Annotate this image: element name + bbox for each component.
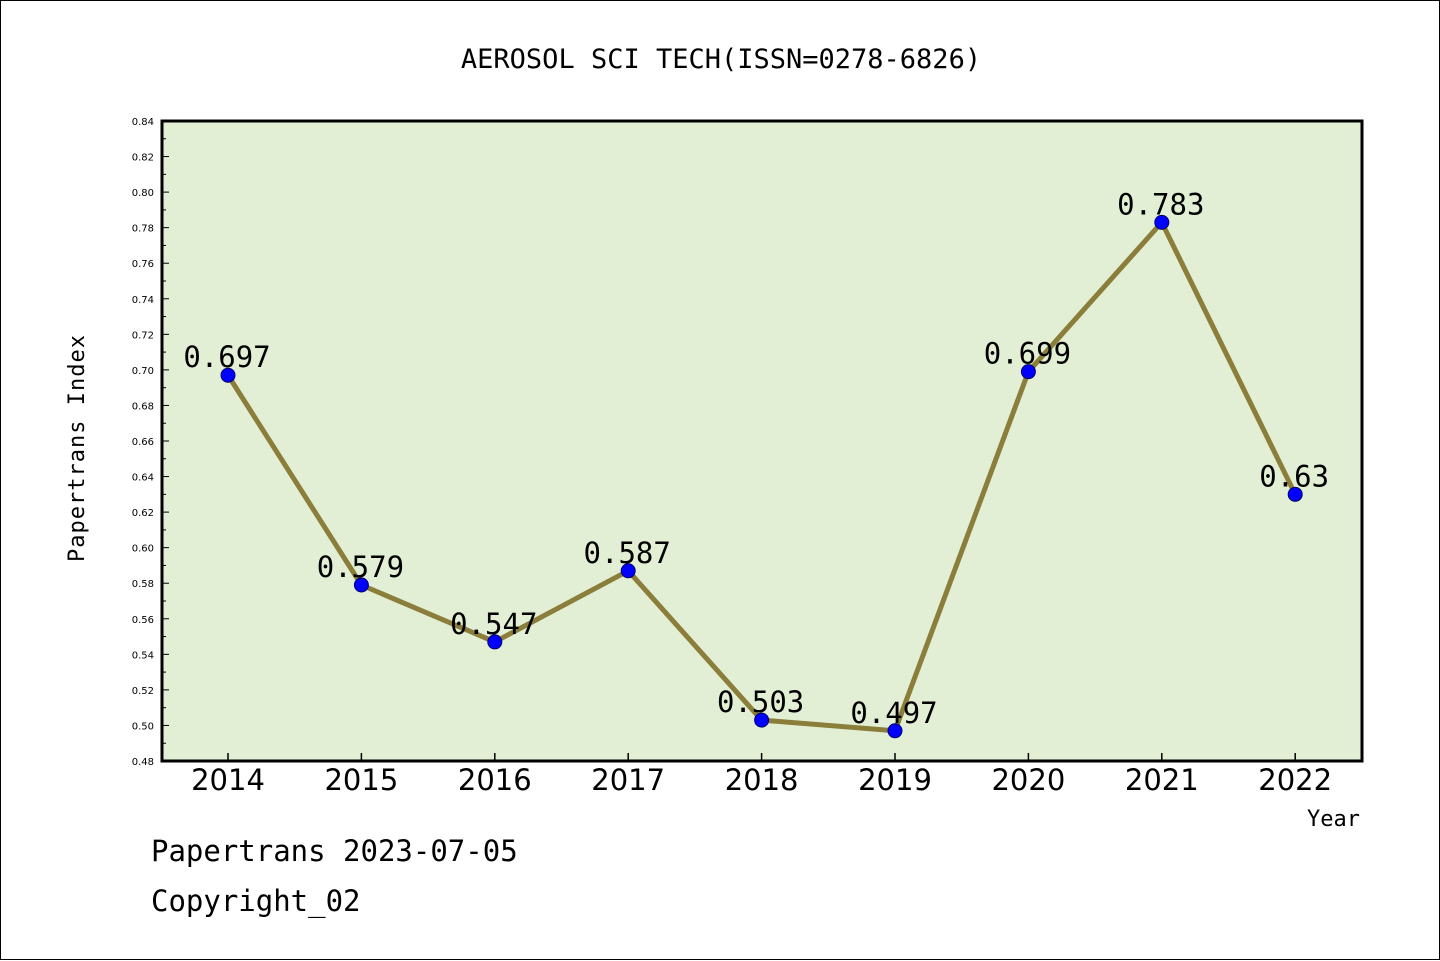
y-tick-label: 0.60 — [132, 544, 154, 555]
y-tick-label: 0.82 — [132, 153, 154, 164]
data-point — [1287, 486, 1303, 502]
data-label: 0.783 — [1117, 187, 1204, 221]
data-point — [353, 577, 369, 593]
x-tick-label: 2018 — [725, 763, 799, 797]
data-point — [887, 723, 903, 739]
y-tick-label: 0.52 — [132, 686, 154, 697]
y-tick-label: 0.50 — [132, 721, 154, 732]
y-tick-label: 0.64 — [132, 473, 154, 484]
data-label: 0.63 — [1259, 459, 1329, 493]
y-tick-label: 0.54 — [132, 650, 154, 661]
y-tick-label: 0.84 — [132, 117, 154, 128]
y-tick-label: 0.80 — [132, 188, 154, 199]
x-tick-label: 2022 — [1258, 763, 1332, 797]
y-tick-label: 0.70 — [132, 366, 154, 377]
footer-date: Papertrans 2023-07-05 — [151, 834, 518, 868]
y-tick-label: 0.58 — [132, 579, 154, 590]
data-label: 0.579 — [317, 550, 404, 584]
series-papertrans-index — [220, 214, 1303, 739]
y-axis-label: Papertrans Index — [65, 334, 90, 562]
data-point — [220, 367, 236, 383]
y-axis-ticks: 0.48 0.50 0.52 0.54 0.56 0.58 0.60 0.62 0.64 0.66… — [132, 117, 169, 768]
y-tick-label: 0.56 — [132, 615, 154, 626]
x-tick-label: 2020 — [991, 763, 1065, 797]
footer-copyright: Copyright_02 — [151, 884, 361, 918]
x-axis-label: Year — [1307, 807, 1360, 832]
y-tick-label: 0.68 — [132, 401, 154, 412]
chart-title: AEROSOL SCI TECH(ISSN=0278-6826) — [461, 44, 981, 75]
data-point — [754, 712, 770, 728]
y-tick-label: 0.78 — [132, 224, 154, 235]
data-label: 0.547 — [450, 607, 537, 641]
x-tick-label: 2019 — [858, 763, 932, 797]
y-tick-label: 0.72 — [132, 330, 154, 341]
y-tick-label: 0.74 — [132, 295, 154, 306]
y-tick-label: 0.76 — [132, 259, 154, 270]
data-label: 0.699 — [984, 337, 1071, 371]
y-tick-label: 0.66 — [132, 437, 154, 448]
data-label: 0.697 — [183, 340, 270, 374]
data-label: 0.587 — [584, 536, 671, 570]
x-tick-label: 2017 — [591, 763, 665, 797]
y-tick-label: 0.62 — [132, 508, 154, 519]
x-tick-label: 2021 — [1125, 763, 1199, 797]
data-point — [1154, 214, 1170, 230]
x-axis-ticks: 2014 2015 2016 2017 2018 2019 2020 2021 2022 — [191, 753, 1332, 797]
data-label: 0.503 — [717, 685, 804, 719]
data-point — [620, 563, 636, 579]
y-tick-label: 0.48 — [132, 757, 154, 768]
x-tick-label: 2015 — [324, 763, 398, 797]
data-label: 0.497 — [850, 696, 937, 730]
data-point — [1020, 364, 1036, 380]
x-tick-label: 2014 — [191, 763, 265, 797]
x-tick-label: 2016 — [458, 763, 532, 797]
data-point — [487, 634, 503, 650]
data-labels: 0.697 0.579 0.547 0.587 0.503 0.497 0.699 0.783… — [183, 187, 1329, 729]
